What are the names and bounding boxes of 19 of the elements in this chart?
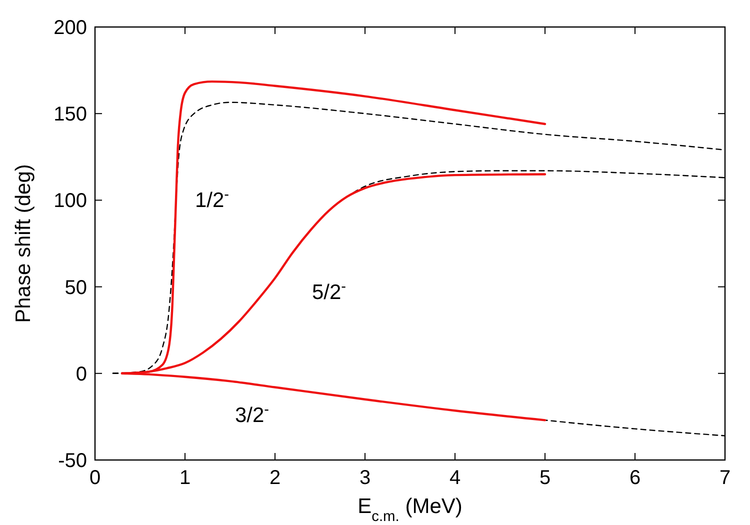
- y-tick-label: 200: [54, 17, 87, 39]
- y-tick-label: 150: [54, 104, 87, 126]
- x-tick-label: 5: [539, 467, 551, 489]
- x-axis-title: E$_{c.m.}$ (MeV): [358, 495, 462, 525]
- series-label: 3/2$^{-}$: [234, 402, 270, 428]
- series-label: 5/2$^{-}$: [312, 279, 346, 304]
- y-tick-label: 100: [54, 190, 87, 212]
- x-tick-label: 4: [449, 467, 461, 489]
- x-tick-label: 0: [89, 467, 101, 489]
- y-axis-title: Phase shift (deg): [12, 164, 35, 323]
- x-tick-label: 2: [269, 467, 281, 489]
- x-tick-label: 1: [179, 467, 191, 489]
- x-tick-label: 7: [719, 467, 731, 489]
- series-label: 1/2$^{-}$: [194, 187, 230, 212]
- y-tick-label: 0: [76, 363, 87, 386]
- x-tick-label: 6: [629, 467, 641, 489]
- y-tick-label: -50: [58, 450, 87, 472]
- x-tick-label: 3: [359, 467, 371, 489]
- y-tick-label: 50: [64, 276, 87, 299]
